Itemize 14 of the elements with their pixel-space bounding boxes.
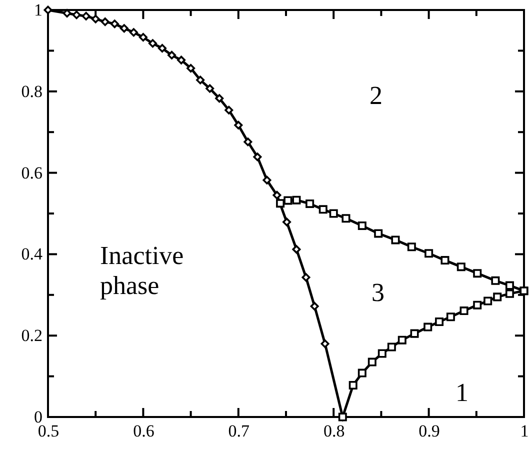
annotation: 1 (456, 378, 468, 407)
y-tick-label: 0.4 (21, 244, 43, 264)
x-tick-label: 0.7 (228, 422, 250, 440)
annotation: 3 (372, 278, 384, 307)
annotation: Inactive phase (100, 241, 184, 300)
y-tick-label: 0.2 (21, 326, 42, 346)
y-tick-label: 0.6 (21, 163, 42, 182)
y-tick-label: 1 (34, 0, 42, 20)
y-tick-label: 0.8 (21, 82, 42, 101)
x-tick-label: 0.9 (418, 422, 440, 440)
x-tick-label: 0.6 (133, 422, 154, 440)
x-tick-label: 1 (520, 422, 529, 440)
x-tick-label: 0.8 (323, 422, 345, 440)
annotation: 2 (370, 81, 382, 110)
